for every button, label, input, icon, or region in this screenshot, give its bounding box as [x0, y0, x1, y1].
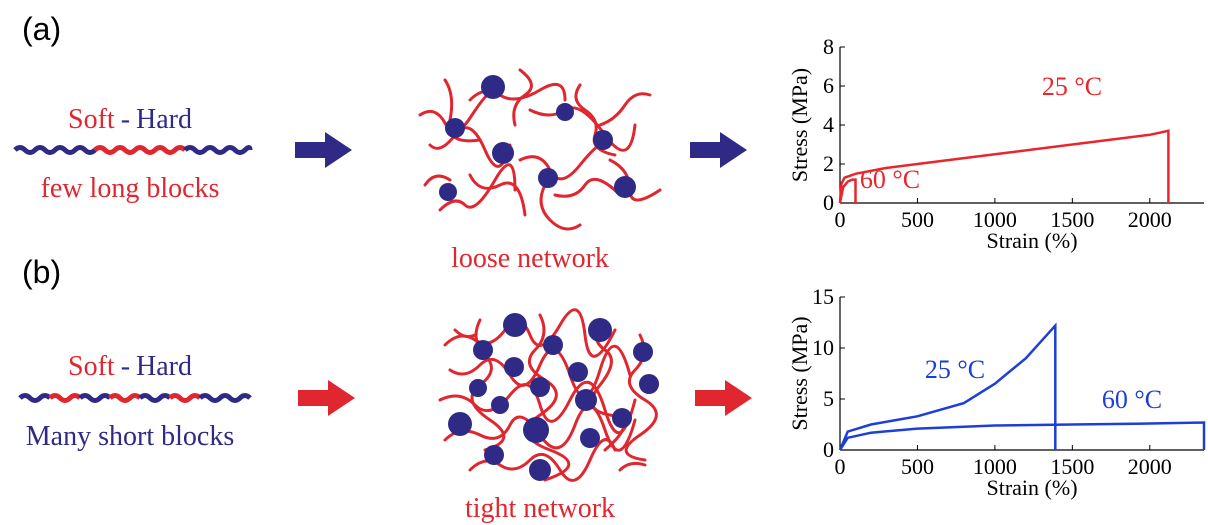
hard-block [13, 145, 97, 155]
panel-label: (b) [22, 254, 61, 290]
y-tick-label: 4 [823, 112, 834, 137]
y-axis-label: Stress (MPa) [787, 316, 812, 430]
soft-block [48, 393, 82, 403]
chain-caption: few long blocks [41, 173, 220, 204]
y-axis-label: Stress (MPa) [787, 68, 812, 182]
soft-label: Soft [68, 351, 115, 382]
x-tick-label: 0 [835, 454, 846, 479]
soft-label: Soft [68, 104, 115, 135]
x-tick-label: 0 [835, 207, 846, 232]
y-tick-label: 2 [823, 151, 834, 176]
y-tick-label: 8 [823, 34, 834, 59]
y-tick-label: 15 [812, 284, 834, 309]
network-caption: loose network [451, 243, 609, 274]
chain-title: Soft - Hard [68, 104, 192, 135]
x-axis-label: Strain (%) [986, 475, 1077, 500]
arrow [695, 380, 752, 416]
arrow [298, 380, 355, 416]
hard-block [183, 145, 253, 155]
hard-block [18, 393, 52, 403]
hard-block [198, 393, 252, 403]
series-label: 60 °C [1102, 385, 1162, 414]
arrow [690, 132, 747, 168]
series-label: 25 °C [925, 355, 985, 384]
y-tick-label: 10 [812, 335, 834, 360]
series-label: 60 °C [860, 165, 920, 194]
network [418, 68, 662, 231]
series-line [838, 322, 1057, 451]
chain-caption: Many short blocks [26, 421, 234, 452]
x-tick-label: 1500 [1050, 454, 1094, 479]
x-tick-label: 2000 [1128, 207, 1172, 232]
dash: - [121, 351, 130, 382]
dash: - [121, 104, 130, 135]
chain [13, 145, 253, 155]
hard-block [138, 393, 172, 403]
x-tick-label: 1000 [973, 207, 1017, 232]
x-axis-label: Strain (%) [986, 228, 1077, 253]
arrow [295, 132, 352, 168]
x-tick-label: 2000 [1128, 454, 1172, 479]
y-tick-label: 6 [823, 73, 834, 98]
hard-block [78, 393, 112, 403]
chain-title: Soft - Hard [68, 351, 192, 382]
y-tick-label: 5 [823, 386, 834, 411]
network-caption: tight network [465, 493, 615, 524]
panel-label: (a) [22, 11, 61, 47]
series-line [838, 178, 857, 204]
x-tick-label: 500 [901, 454, 934, 479]
x-tick-label: 500 [901, 207, 934, 232]
x-tick-label: 1000 [973, 454, 1017, 479]
chain [18, 393, 252, 403]
soft-block [93, 145, 187, 155]
series-label: 25 °C [1042, 72, 1102, 101]
y-tick-label: 0 [823, 190, 834, 215]
soft-block [108, 393, 142, 403]
y-tick-label: 0 [823, 437, 834, 462]
x-tick-label: 1500 [1050, 207, 1094, 232]
hard-label: Hard [136, 104, 192, 135]
series-line [838, 129, 1170, 204]
hard-label: Hard [136, 351, 192, 382]
soft-block [168, 393, 202, 403]
series-line [838, 421, 1206, 451]
network [438, 308, 659, 482]
